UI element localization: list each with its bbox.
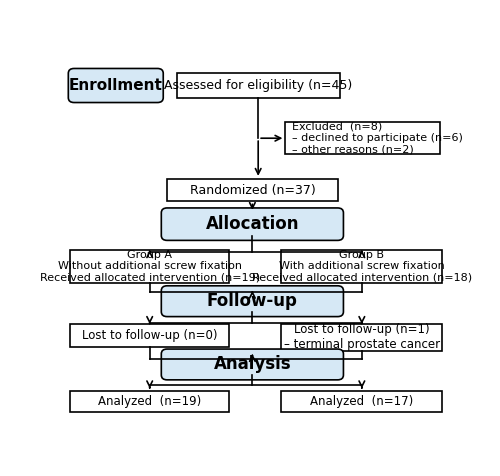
FancyBboxPatch shape xyxy=(70,391,229,412)
Text: Randomized (n=37): Randomized (n=37) xyxy=(190,184,316,197)
Text: Follow-up: Follow-up xyxy=(207,292,298,310)
Text: Group B
With additional screw fixation
Received allocated intervention (n=18): Group B With additional screw fixation R… xyxy=(252,250,472,283)
Text: Assessed for eligibility (n=45): Assessed for eligibility (n=45) xyxy=(164,79,352,92)
FancyBboxPatch shape xyxy=(282,250,442,283)
FancyBboxPatch shape xyxy=(68,69,163,102)
FancyBboxPatch shape xyxy=(70,324,229,347)
Text: Allocation: Allocation xyxy=(206,215,299,233)
Text: Lost to follow-up (n=1)
– terminal prostate cancer: Lost to follow-up (n=1) – terminal prost… xyxy=(284,323,440,351)
Text: Analysis: Analysis xyxy=(214,356,291,374)
FancyBboxPatch shape xyxy=(282,391,442,412)
Text: Group A
Without additional screw fixation
Received allocated intervention (n=19): Group A Without additional screw fixatio… xyxy=(40,250,260,283)
FancyBboxPatch shape xyxy=(162,349,344,380)
Text: Enrollment: Enrollment xyxy=(69,78,162,93)
Text: Lost to follow-up (n=0): Lost to follow-up (n=0) xyxy=(82,329,218,342)
FancyBboxPatch shape xyxy=(70,250,229,283)
Text: Analyzed  (n=17): Analyzed (n=17) xyxy=(310,395,414,408)
Text: Analyzed  (n=19): Analyzed (n=19) xyxy=(98,395,202,408)
FancyBboxPatch shape xyxy=(177,73,340,98)
FancyBboxPatch shape xyxy=(167,179,338,201)
FancyBboxPatch shape xyxy=(162,286,344,317)
FancyBboxPatch shape xyxy=(286,122,440,154)
Text: Excluded  (n=8)
– declined to participate (n=6)
– other reasons (n=2): Excluded (n=8) – declined to participate… xyxy=(292,121,463,155)
FancyBboxPatch shape xyxy=(282,324,442,351)
FancyBboxPatch shape xyxy=(162,208,344,240)
